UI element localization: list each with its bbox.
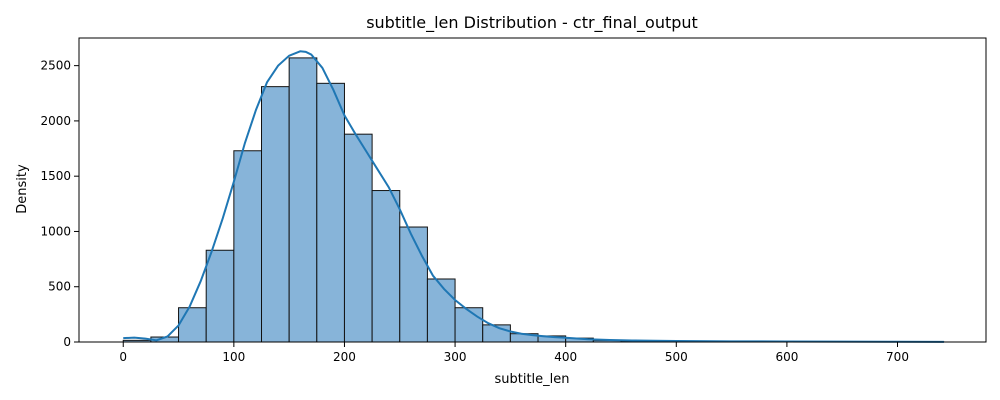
y-tick-label: 0 [63,335,71,349]
histogram-bar [205,249,235,343]
y-tick-label: 1500 [40,169,71,183]
x-tick-label: 400 [554,350,577,364]
plot-frame [78,37,987,343]
histogram-bar [454,307,484,343]
x-tick-label: 300 [444,350,467,364]
histogram-bar [371,190,401,343]
x-tick-label: 500 [665,350,688,364]
x-tick-label: 100 [222,350,245,364]
y-axis-label: Density [15,164,30,214]
chart-title: subtitle_len Distribution - ctr_final_ou… [366,13,698,33]
y-tick-label: 2500 [40,59,71,73]
x-tick-label: 0 [119,350,127,364]
histogram-bar [426,278,456,343]
histogram-bar [343,133,373,343]
histogram-bar [233,150,263,343]
y-tick-label: 500 [48,280,71,294]
x-axis-label: subtitle_len [494,372,569,387]
histogram-bar [316,82,345,343]
histogram-bar [288,57,318,343]
y-tick-label: 2000 [40,114,71,128]
histogram-bar [178,307,207,343]
x-tick-label: 200 [333,350,356,364]
x-tick-label: 700 [886,350,909,364]
y-tick-label: 1000 [40,224,71,238]
histogram-bars [122,57,945,343]
histogram-bar [399,226,428,343]
y-axis-ticks: 0 500 1000 1500 2000 2500 [40,59,79,349]
histogram-bar [261,86,290,343]
x-axis-ticks: 0 100 200 300 400 500 600 700 [119,342,909,364]
kde-density-line [123,50,944,343]
x-tick-label: 600 [775,350,798,364]
